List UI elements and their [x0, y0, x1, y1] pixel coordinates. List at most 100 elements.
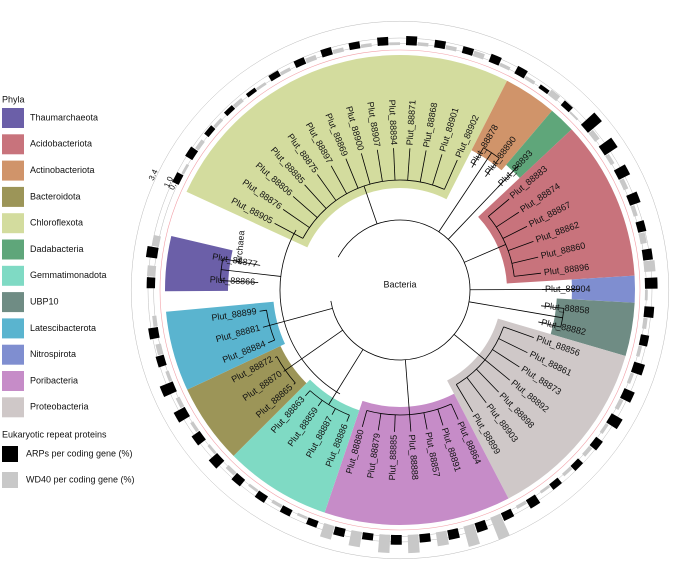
arp-bar [268, 70, 281, 82]
branch [285, 329, 343, 371]
legend-swatch [2, 292, 24, 313]
branch [393, 148, 396, 181]
branch [330, 165, 348, 194]
wd40-bar [614, 398, 624, 411]
wd40-bar [407, 534, 420, 554]
branch [404, 359, 410, 415]
wd40-bar [588, 129, 600, 142]
arp-bar [488, 53, 502, 66]
branch [476, 368, 499, 393]
branch [432, 154, 443, 186]
branch [259, 309, 267, 312]
wd40-bar [417, 42, 429, 47]
clade-wedge [478, 129, 635, 284]
leaf-label: Plut_88866 [209, 274, 255, 286]
branch [538, 321, 561, 328]
branch [304, 184, 327, 209]
leaf-label: Plut_88894 [387, 99, 399, 145]
branch [514, 272, 542, 277]
branch [283, 369, 286, 372]
branch [444, 159, 458, 190]
arp-bar [525, 494, 541, 509]
wd40-bar [271, 499, 283, 508]
arp-bar [390, 534, 402, 545]
arp-bar [293, 57, 307, 68]
branch [498, 338, 528, 354]
legend-swatch [2, 160, 24, 181]
wd40-bar [562, 466, 573, 477]
clade-wedge [233, 379, 360, 513]
arp-bar [643, 306, 655, 318]
branch [502, 226, 528, 239]
wd40-bar [630, 205, 638, 217]
arp-bar [185, 146, 199, 161]
arp-bar [419, 533, 431, 543]
branch [221, 269, 281, 277]
legend-swatch [2, 344, 24, 365]
clade-wedge [166, 301, 285, 390]
arp-bar [208, 452, 225, 469]
wd40-bar [626, 372, 634, 384]
arp-bar [560, 100, 573, 113]
branch [437, 409, 444, 426]
wedges [165, 54, 635, 525]
clade-wedge [447, 318, 626, 499]
wd40-bar [195, 139, 205, 151]
scale-label: 1.0 [162, 175, 175, 189]
wd40-bar [619, 178, 629, 191]
legend-swatch [2, 318, 24, 339]
arp-bar [538, 84, 550, 95]
wd40-bar [644, 289, 648, 301]
branch [376, 149, 383, 182]
wd40-bar [225, 465, 237, 476]
legend-label: Thaumarchaeota [30, 112, 98, 122]
branch [453, 334, 486, 361]
branch [541, 305, 565, 309]
clade-wedge [324, 393, 509, 525]
wd40-bar [146, 265, 157, 277]
leaf-label: Plut_88871 [405, 100, 418, 146]
branch [468, 301, 563, 319]
wd40-bar [463, 523, 480, 547]
arp-bar [580, 112, 602, 133]
arp-bar [644, 277, 658, 289]
wd40-bar [348, 530, 363, 548]
wd40-bar [377, 534, 391, 553]
arp-bar [146, 277, 156, 289]
arp-bar [606, 413, 623, 430]
arp-bar [589, 436, 603, 451]
branch [438, 152, 492, 232]
arp-bar [434, 39, 447, 50]
wd40-bar [155, 343, 164, 356]
tree [219, 147, 581, 432]
branch [361, 410, 368, 428]
wd40-bar [279, 67, 292, 76]
legend-label: Gemmatimonadota [30, 270, 107, 280]
wd40-bar [605, 153, 615, 166]
arp-bar [620, 388, 635, 403]
wd40-bar [490, 513, 510, 540]
arp-bar [361, 532, 374, 541]
branch [507, 241, 534, 252]
branch [407, 148, 411, 181]
arp-bar [348, 41, 361, 51]
clade-wedge [187, 345, 307, 456]
legend: Phyla Thaumarchaeota Acidobacteriota Actino… [2, 94, 135, 488]
branch [282, 209, 310, 228]
arp-bar [474, 519, 488, 533]
arp-bar [514, 65, 528, 79]
legend-label: Proteobacteria [30, 402, 89, 412]
branch [464, 244, 506, 263]
wd40-bar [256, 82, 267, 91]
wd40-bar [599, 423, 609, 434]
wd40-bar [569, 111, 579, 121]
branch [269, 307, 333, 326]
wd40-bar [635, 345, 643, 357]
arp-bar [159, 381, 177, 397]
leaf-label: Plut_88888 [407, 434, 420, 480]
branch [268, 339, 275, 344]
branch [485, 157, 500, 177]
branch [330, 219, 471, 361]
legend-label: Chloroflexota [30, 218, 83, 228]
